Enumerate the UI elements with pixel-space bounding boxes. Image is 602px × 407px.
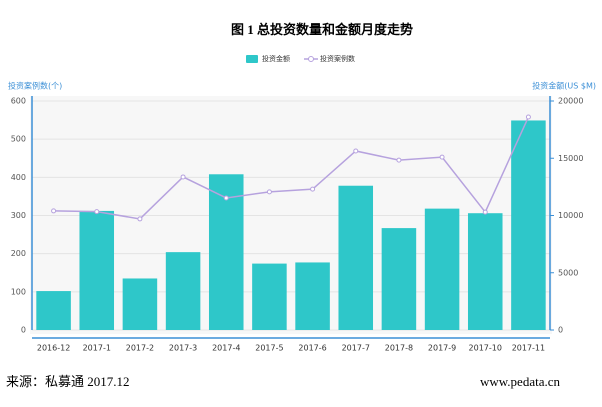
chart-title: 图 1 总投资数量和金额月度走势 [231, 22, 413, 37]
point [51, 208, 57, 214]
bar [165, 252, 201, 330]
bar [424, 208, 460, 330]
y-tick-label: 600 [11, 97, 26, 106]
x-tick-label: 2017-2 [126, 344, 154, 353]
y-axis-label: 投资案例数(个) [8, 81, 62, 91]
point [396, 157, 402, 163]
line [53, 116, 530, 220]
point [482, 209, 488, 215]
bar [79, 210, 115, 330]
y-tick-label: 200 [11, 249, 26, 258]
x-tick-label: 2017-9 [428, 344, 456, 353]
x-tick-label: 2017-7 [342, 344, 370, 353]
point [310, 186, 316, 192]
bar [338, 185, 374, 330]
point [525, 114, 531, 120]
y2-tick-label: 15000 [558, 154, 583, 163]
y-tick-label: 300 [11, 211, 26, 220]
y2-tick-label: 5000 [558, 268, 578, 277]
bar [467, 213, 503, 330]
bar [511, 120, 546, 330]
x-tick-label: 2017-10 [469, 344, 502, 353]
point [180, 174, 186, 180]
y2-tick-label: 20000 [558, 97, 583, 106]
y2-axis-label: 投资金额(US $M) [532, 81, 596, 91]
point [94, 209, 100, 215]
bar [122, 278, 158, 330]
y2-tick-label: 0 [558, 326, 563, 335]
website: www.pedata.cn [480, 374, 561, 389]
legend-swatch [308, 56, 314, 62]
legend-swatch [246, 55, 258, 63]
y-tick-label: 500 [11, 135, 26, 144]
y-tick-label: 0 [21, 326, 26, 335]
x-tick-label: 2017-6 [298, 344, 326, 353]
x-tick-label: 2017-4 [212, 344, 240, 353]
legend-label: 投资金额 [262, 54, 290, 63]
point [439, 154, 445, 160]
bar [36, 291, 71, 330]
bar [381, 228, 417, 330]
legend-label: 投资案例数 [320, 54, 355, 63]
x-tick-label: 2017-1 [83, 344, 111, 353]
point [137, 216, 143, 222]
y-tick-label: 400 [11, 173, 26, 182]
bar [295, 262, 330, 330]
x-tick-label: 2017-8 [385, 344, 413, 353]
point [353, 148, 359, 154]
x-tick-label: 2017-3 [169, 344, 197, 353]
x-tick-label: 2016-12 [37, 344, 70, 353]
x-tick-label: 2017-11 [512, 344, 545, 353]
point [266, 189, 272, 195]
y2-tick-label: 10000 [558, 211, 583, 220]
point [223, 195, 229, 201]
bar [252, 263, 287, 330]
x-tick-label: 2017-5 [255, 344, 283, 353]
y-tick-label: 100 [11, 287, 26, 296]
source: 来源：私募通 2017.12 [6, 374, 130, 389]
